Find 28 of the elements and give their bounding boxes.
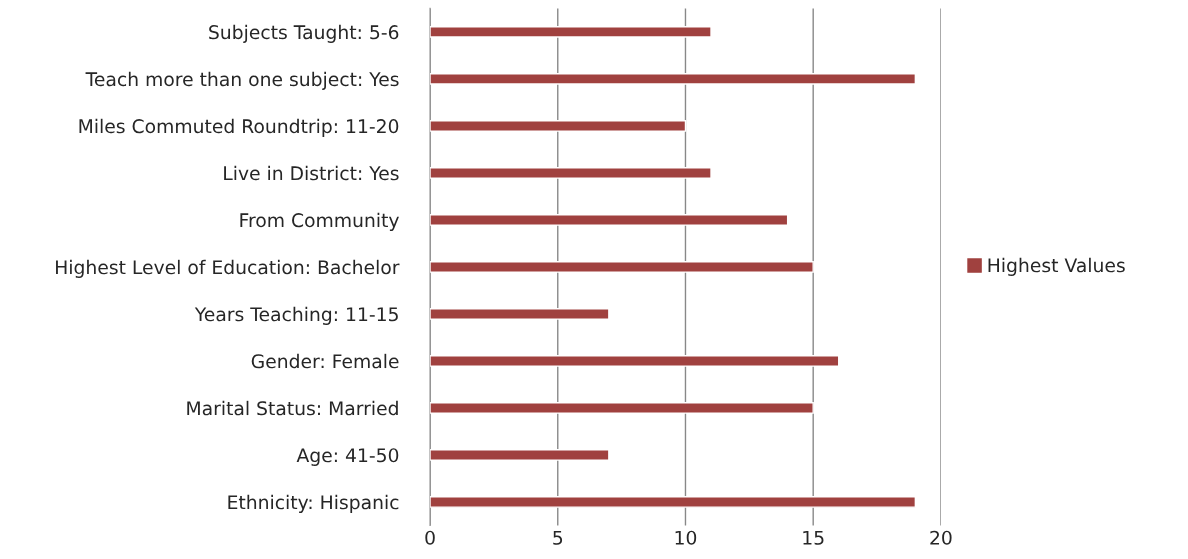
bar (430, 355, 840, 367)
x-tick-label: 20 (930, 530, 952, 545)
bar (430, 449, 610, 461)
y-tick-label: Marital Status: Married (187, 400, 398, 416)
bar (430, 167, 712, 179)
y-tick-label: Highest Level of Education: Bachelor (56, 259, 400, 278)
bar (430, 261, 814, 273)
y-tick-label: Teach more than one subject: Yes (85, 71, 399, 90)
x-tick-label: 10 (675, 530, 697, 545)
x-tick-label: 0 (425, 530, 435, 545)
bar (430, 214, 789, 226)
y-tick-label: Age: 41-50 (296, 448, 399, 466)
bar (430, 308, 610, 320)
bar (430, 120, 687, 132)
y-tick-label: Live in District: Yes (224, 165, 399, 181)
y-tick-label: Gender: Female (251, 353, 399, 369)
bar (430, 73, 917, 85)
bar (430, 496, 917, 508)
y-tick-label: Years Teaching: 11-15 (194, 306, 398, 325)
legend-label: Highest Values (988, 257, 1125, 276)
y-tick-label: From Community (240, 212, 399, 231)
bar (430, 402, 814, 414)
y-tick-label: Subjects Taught: 5-6 (209, 24, 399, 43)
y-tick-label: Ethnicity: Hispanic (228, 494, 399, 513)
y-tick-label: Miles Commuted Roundtrip: 11-20 (79, 118, 399, 137)
x-tick-label: 5 (553, 530, 563, 545)
x-tick-label: 15 (803, 530, 824, 545)
bar (430, 26, 712, 38)
